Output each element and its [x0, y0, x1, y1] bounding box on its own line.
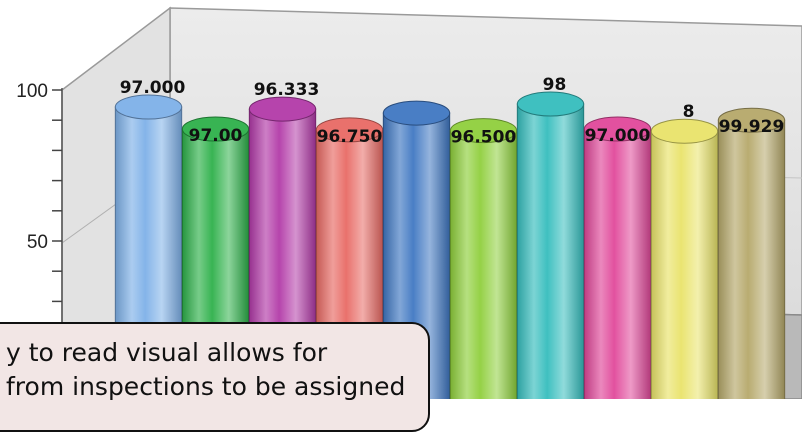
y-tick-label: 100 — [16, 81, 48, 102]
bar-value-label: 98 — [543, 75, 567, 95]
bar-value-label: 96.750 — [317, 127, 383, 147]
bar-value-label: 99.929 — [719, 117, 785, 137]
bar-value-label: 96.500 — [451, 128, 517, 148]
bar-value-label: 96.333 — [254, 80, 320, 100]
callout-line-1: y to read visual allows for — [6, 338, 328, 367]
callout-line-2: from inspections to be assigned — [6, 372, 406, 401]
bar-value-label: 8 — [683, 102, 695, 122]
bar — [516, 91, 585, 399]
bar — [583, 116, 652, 399]
bar — [449, 118, 518, 399]
bar — [717, 107, 786, 399]
callout-box: y to read visual allows for from inspect… — [0, 322, 430, 432]
bar-value-label: 97.000 — [585, 126, 651, 146]
bar-value-label: 97.000 — [120, 78, 186, 98]
bar — [650, 118, 719, 399]
bar-value-label: 97.00 — [189, 126, 243, 146]
y-tick-label: 50 — [27, 232, 48, 253]
